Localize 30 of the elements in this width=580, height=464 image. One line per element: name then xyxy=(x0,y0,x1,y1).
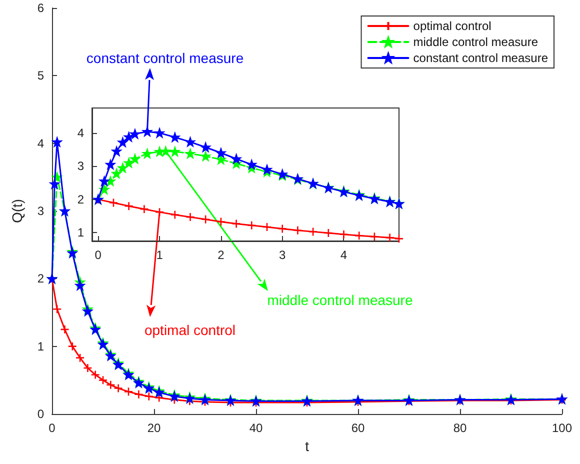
y-tick-label: 1 xyxy=(77,226,84,240)
legend-label: constant control measure xyxy=(413,51,548,65)
x-tick-label: 0 xyxy=(48,421,56,435)
x-axis-title: t xyxy=(305,438,310,454)
x-tick-label: 40 xyxy=(249,421,263,435)
x-tick-label: 4 xyxy=(340,248,348,262)
y-tick-label: 6 xyxy=(37,1,44,15)
x-tick-label: 80 xyxy=(453,421,467,435)
x-tick-label: 100 xyxy=(552,421,572,435)
legend-label: middle control measure xyxy=(413,35,538,49)
y-tick-label: 5 xyxy=(37,68,44,83)
x-tick-label: 0 xyxy=(94,248,102,262)
annotation: constant control measure xyxy=(86,50,244,66)
y-tick-label: 4 xyxy=(37,136,44,150)
y-tick-label: 0 xyxy=(37,407,44,421)
y-tick-label: 3 xyxy=(37,204,44,218)
annotation: optimal control xyxy=(144,322,236,338)
x-tick-label: 20 xyxy=(147,421,161,435)
x-tick-label: 1 xyxy=(156,248,164,262)
y-tick-label: 2 xyxy=(37,272,44,286)
x-tick-label: 60 xyxy=(351,421,365,435)
y-tick-label: 3 xyxy=(77,159,84,174)
x-tick-label: 2 xyxy=(218,248,225,262)
y-tick-label: 2 xyxy=(77,192,84,206)
annotation: middle control measure xyxy=(267,292,413,308)
legend-label: optimal control xyxy=(413,19,492,33)
y-tick-label: 4 xyxy=(77,126,84,140)
y-tick-label: 1 xyxy=(37,339,44,354)
x-tick-label: 3 xyxy=(278,248,286,262)
y-axis-title: Q(t) xyxy=(9,198,25,224)
